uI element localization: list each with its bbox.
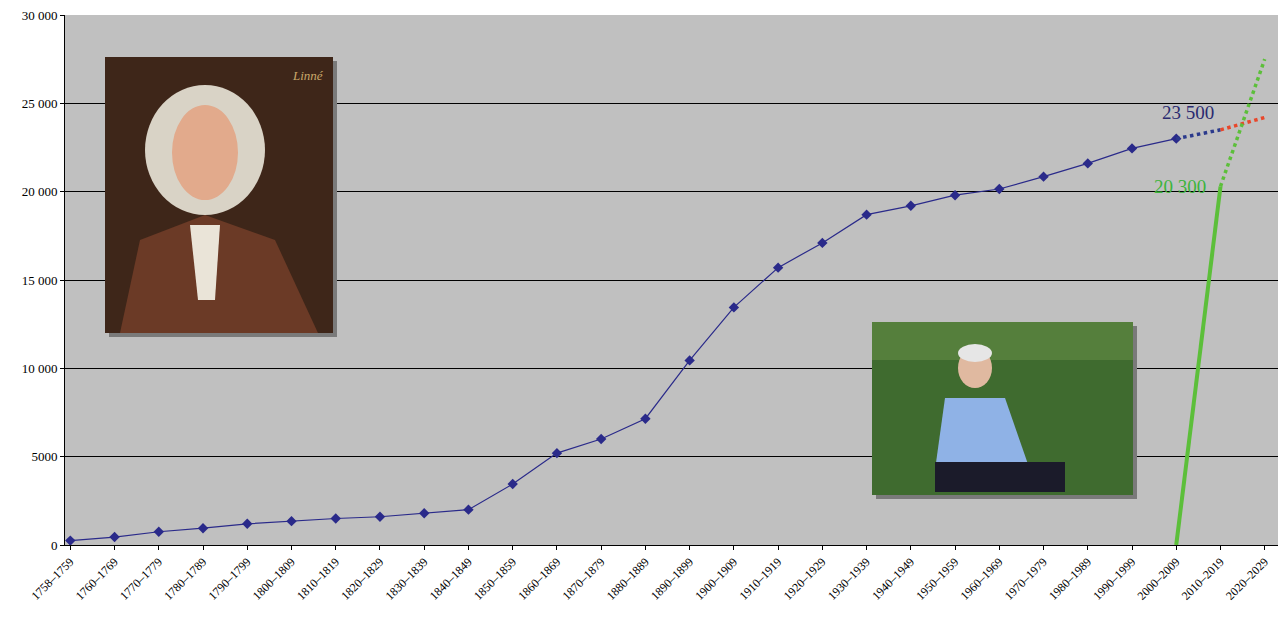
svg-text:Linné: Linné xyxy=(292,68,324,83)
svg-text:1840–1849: 1840–1849 xyxy=(427,555,475,603)
svg-text:1930–1939: 1930–1939 xyxy=(825,555,873,603)
svg-text:1950–1959: 1950–1959 xyxy=(913,555,961,603)
svg-text:15 000: 15 000 xyxy=(22,273,58,288)
svg-text:1980–1989: 1980–1989 xyxy=(1046,555,1094,603)
svg-text:1820–1829: 1820–1829 xyxy=(338,555,386,603)
svg-text:0: 0 xyxy=(51,538,58,553)
svg-text:1880–1889: 1880–1889 xyxy=(604,555,652,603)
svg-text:1830–1839: 1830–1839 xyxy=(382,555,430,603)
svg-text:25 000: 25 000 xyxy=(22,96,58,111)
svg-text:20 000: 20 000 xyxy=(22,184,58,199)
svg-text:1960–1969: 1960–1969 xyxy=(958,555,1006,603)
svg-text:1810–1819: 1810–1819 xyxy=(294,555,342,603)
svg-text:30 000: 30 000 xyxy=(22,8,58,23)
svg-text:2020–2029: 2020–2029 xyxy=(1223,555,1271,603)
svg-text:20 300: 20 300 xyxy=(1154,176,1206,197)
svg-text:10 000: 10 000 xyxy=(22,361,58,376)
svg-text:1758–1759: 1758–1759 xyxy=(29,555,77,603)
svg-text:1790–1799: 1790–1799 xyxy=(206,555,254,603)
svg-text:1770–1779: 1770–1779 xyxy=(117,555,165,603)
svg-text:5000: 5000 xyxy=(31,449,57,464)
svg-text:1970–1979: 1970–1979 xyxy=(1002,555,1050,603)
svg-text:2010–2019: 2010–2019 xyxy=(1179,555,1227,603)
svg-text:1800–1809: 1800–1809 xyxy=(250,555,298,603)
svg-text:1940–1949: 1940–1949 xyxy=(869,555,917,603)
svg-text:1900–1909: 1900–1909 xyxy=(692,555,740,603)
svg-text:1890–1899: 1890–1899 xyxy=(648,555,696,603)
svg-text:1870–1879: 1870–1879 xyxy=(559,555,607,603)
svg-text:1910–1919: 1910–1919 xyxy=(736,555,784,603)
svg-text:23 500: 23 500 xyxy=(1162,102,1214,123)
svg-text:2000–2009: 2000–2009 xyxy=(1135,555,1183,603)
svg-text:1920–1929: 1920–1929 xyxy=(781,555,829,603)
svg-text:1760–1769: 1760–1769 xyxy=(73,555,121,603)
svg-text:1780–1789: 1780–1789 xyxy=(161,555,209,603)
svg-text:1850–1859: 1850–1859 xyxy=(471,555,519,603)
svg-text:1860–1869: 1860–1869 xyxy=(515,555,563,603)
svg-text:1990–1999: 1990–1999 xyxy=(1090,555,1138,603)
